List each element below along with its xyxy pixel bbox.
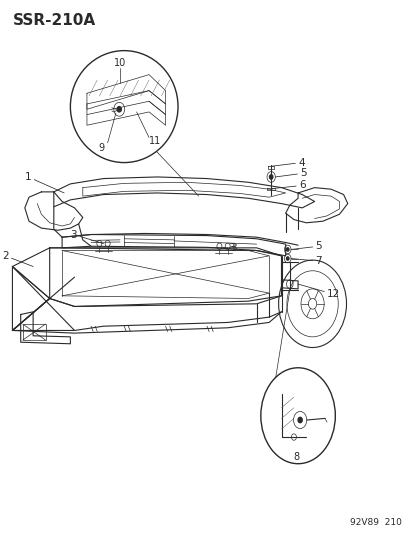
Text: 8: 8 [292,453,298,462]
Text: 3: 3 [222,243,234,253]
Text: 2: 2 [2,251,33,266]
Text: 7: 7 [290,256,321,266]
Bar [23,324,45,340]
Text: 11: 11 [149,136,161,146]
Circle shape [286,257,288,260]
Text: 92V89  210: 92V89 210 [349,518,401,527]
Text: 5: 5 [290,241,321,251]
Text: 9: 9 [98,143,104,153]
Text: 3: 3 [229,243,236,253]
Text: 3: 3 [70,230,103,244]
Text: 4: 4 [271,158,304,167]
Circle shape [269,175,272,179]
Circle shape [286,248,288,251]
Circle shape [297,417,301,423]
Text: 10: 10 [114,58,126,68]
Text: 1: 1 [25,172,64,193]
Text: 6: 6 [271,181,305,190]
Text: 12: 12 [297,284,339,299]
Circle shape [117,107,121,112]
Text: 5: 5 [275,168,306,178]
Text: SSR-210A: SSR-210A [12,13,95,28]
